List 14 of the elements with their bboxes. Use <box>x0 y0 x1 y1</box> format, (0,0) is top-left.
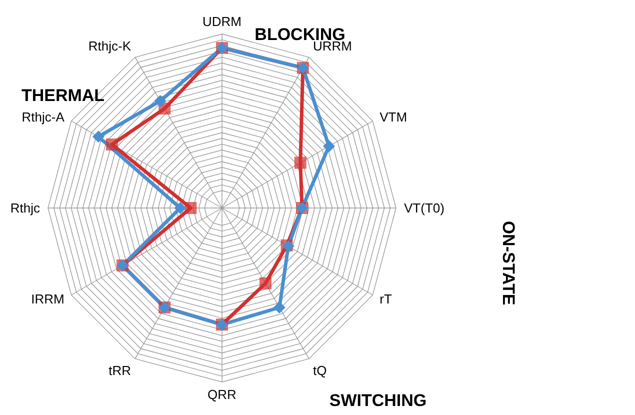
text: ON-STATE <box>498 220 518 306</box>
spoke-label: Rthjc <box>10 200 40 216</box>
spoke-label: Rthjc-K <box>88 38 132 54</box>
text: SWITCHING <box>329 391 427 411</box>
spoke-label: UDRM <box>202 14 242 29</box>
spoke-label: tQ <box>313 362 327 378</box>
text: THERMAL <box>21 86 105 106</box>
spoke-label: VTM <box>380 110 408 125</box>
spoke-label: IRRM <box>31 292 64 307</box>
spoke-label: QRR <box>208 387 236 402</box>
spoke-label: rT <box>380 292 392 307</box>
spoke-label: tRR <box>108 362 131 378</box>
spoke-label: Rthjc-A <box>22 110 65 125</box>
spoke-label: VT(T0) <box>404 200 444 216</box>
